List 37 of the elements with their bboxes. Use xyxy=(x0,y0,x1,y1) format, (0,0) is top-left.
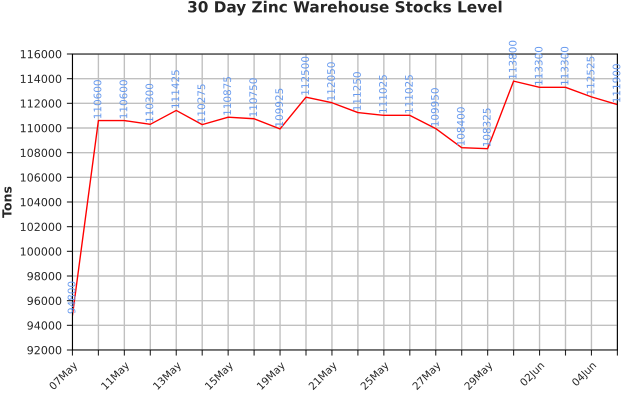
data-label: 111900 xyxy=(612,64,620,102)
data-label: 111025 xyxy=(378,75,387,113)
data-label: 94800 xyxy=(68,282,76,314)
y-tick-label: 106000 xyxy=(20,173,62,182)
data-label: 110300 xyxy=(145,84,154,122)
y-tick-label: 94000 xyxy=(27,321,62,330)
y-tick-label: 100000 xyxy=(20,247,62,256)
data-label: 112500 xyxy=(301,56,310,95)
data-label: 113300 xyxy=(534,46,543,85)
y-tick-label: 98000 xyxy=(27,272,62,280)
data-label: 112050 xyxy=(327,62,335,100)
y-tick-label: 96000 xyxy=(27,296,62,306)
y-axis-title: Tons xyxy=(2,186,12,218)
chart-title: 30 Day Zinc Warehouse Stocks Level xyxy=(188,0,502,16)
data-label: 113300 xyxy=(560,46,569,85)
y-tick-label: 116000 xyxy=(20,50,62,58)
data-label: 110600 xyxy=(119,80,128,118)
y-tick-label: 112000 xyxy=(20,99,62,108)
data-label: 111250 xyxy=(353,72,361,110)
data-label: 108400 xyxy=(456,107,465,146)
y-tick-label: 104000 xyxy=(20,198,62,206)
y-tick-label: 108000 xyxy=(20,148,62,158)
data-label: 112525 xyxy=(586,56,594,94)
data-label: 110275 xyxy=(197,84,206,122)
y-tick-label: 114000 xyxy=(20,74,62,84)
data-label: 109925 xyxy=(275,88,284,126)
data-label: 111425 xyxy=(171,70,180,108)
data-label: 111025 xyxy=(404,75,413,113)
y-tick-label: 110000 xyxy=(20,124,62,132)
data-label: 109950 xyxy=(430,88,439,126)
data-label: 110875 xyxy=(223,76,232,115)
y-tick-label: 102000 xyxy=(20,222,62,232)
y-tick-label: 92000 xyxy=(27,346,62,354)
data-label: 110750 xyxy=(249,78,258,116)
data-label: 113800 xyxy=(508,40,517,79)
data-label: 110600 xyxy=(94,80,102,118)
data-label: 108325 xyxy=(482,108,491,146)
